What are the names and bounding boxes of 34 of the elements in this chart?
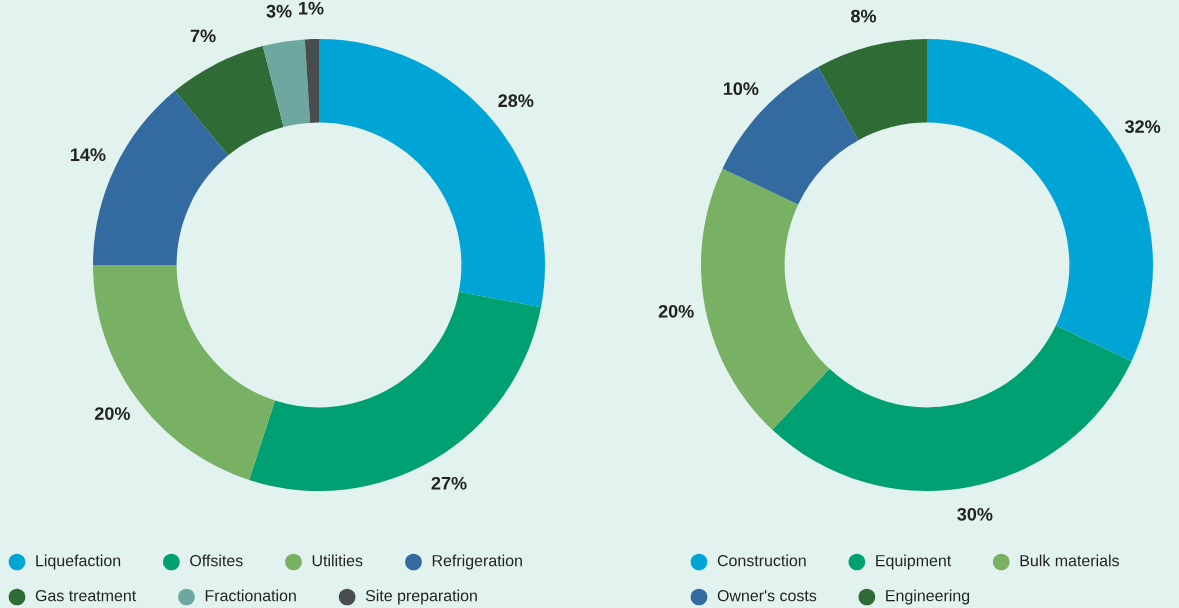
data-label: 7% bbox=[190, 29, 216, 43]
data-label: 28% bbox=[498, 94, 534, 108]
donut-slice bbox=[93, 265, 275, 480]
data-label: 32% bbox=[1124, 120, 1161, 134]
legend-label: Offsites bbox=[190, 554, 243, 567]
legend-label: Engineering bbox=[886, 589, 970, 605]
donut-slice bbox=[818, 39, 927, 141]
data-label: 14% bbox=[70, 148, 106, 162]
data-label: 30% bbox=[957, 507, 993, 521]
data-label: 20% bbox=[94, 407, 130, 420]
legend-label: Fractionation bbox=[205, 589, 296, 602]
donut-slice bbox=[319, 39, 545, 308]
donut-slice bbox=[262, 39, 311, 128]
donut-slice bbox=[772, 325, 1132, 491]
data-label: 8% bbox=[851, 9, 877, 23]
legend-label: Gas treatment bbox=[35, 589, 137, 602]
legend-label: Equipment bbox=[876, 554, 952, 570]
data-label: 10% bbox=[723, 82, 759, 96]
donut-slice bbox=[249, 291, 541, 491]
data-label: 20% bbox=[658, 304, 694, 318]
donut-slice bbox=[701, 168, 830, 430]
legend-label: Bulk materials bbox=[1020, 554, 1119, 567]
legend-label: Construction bbox=[717, 554, 806, 567]
data-label: 3% bbox=[266, 4, 292, 18]
donut-slice bbox=[722, 66, 859, 205]
legend-label: Site preparation bbox=[365, 589, 477, 605]
legend-label: Utilities bbox=[312, 554, 363, 567]
legend-label: Liquefaction bbox=[36, 554, 121, 570]
legend-label: Refrigeration bbox=[432, 554, 522, 570]
data-label: 27% bbox=[431, 476, 467, 490]
data-label: 1% bbox=[299, 1, 324, 15]
donut-slice bbox=[174, 46, 284, 156]
legend-label: Owner's costs bbox=[717, 589, 817, 602]
donut-slice bbox=[304, 39, 319, 123]
